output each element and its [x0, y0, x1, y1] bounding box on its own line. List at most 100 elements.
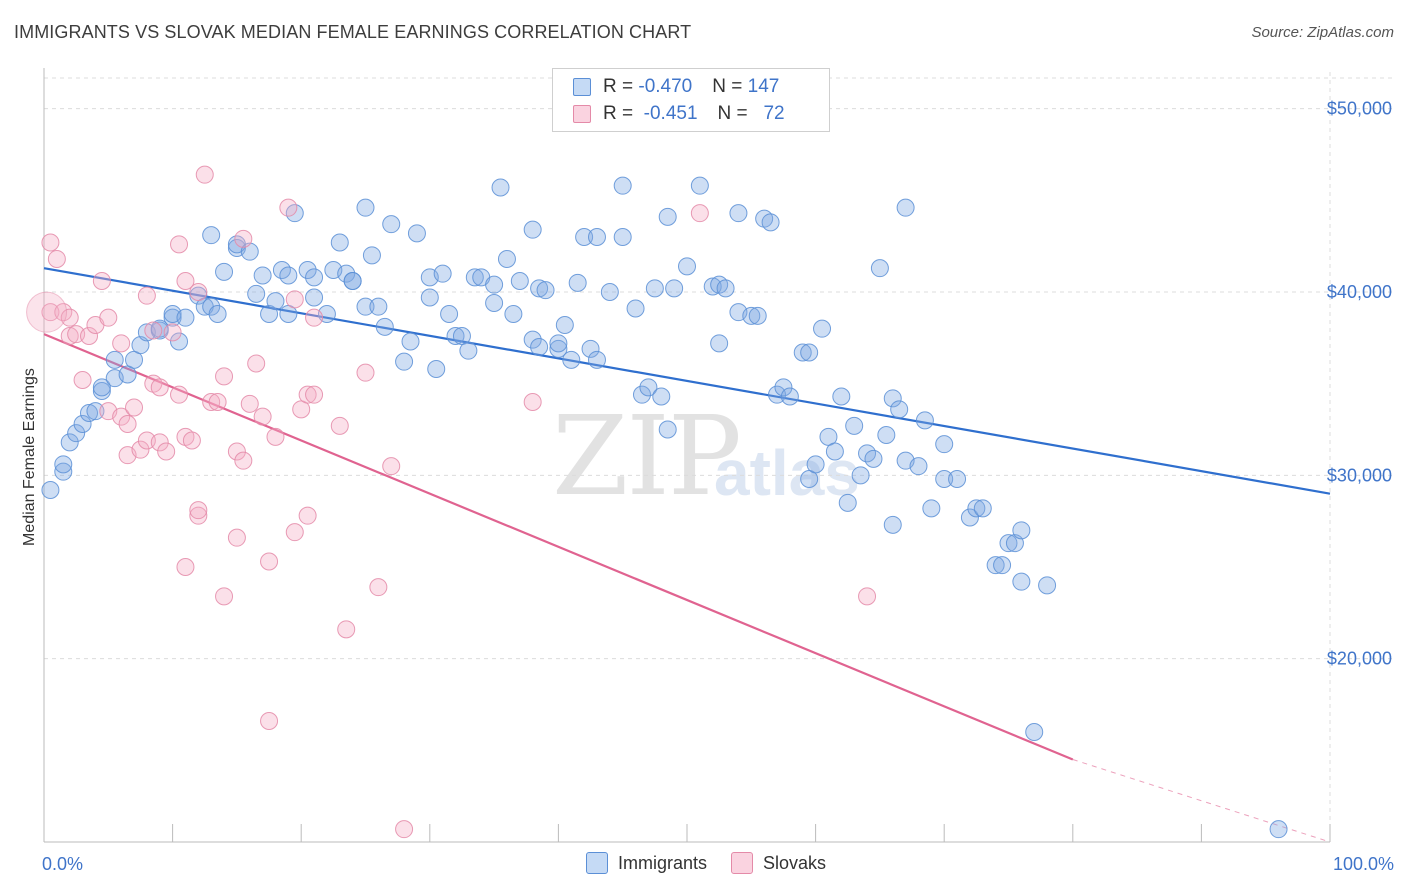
point-immigrants: [600, 283, 619, 301]
series-label-immigrants: Immigrants: [618, 852, 708, 873]
point-immigrants: [202, 297, 221, 316]
point-immigrants: [639, 378, 658, 397]
point-slovaks: [189, 501, 208, 520]
point-immigrants: [575, 228, 594, 246]
point-slovaks: [60, 327, 79, 345]
point-immigrants: [176, 308, 195, 327]
point-slovaks: [118, 415, 137, 433]
point-immigrants: [748, 306, 767, 325]
point-immigrants: [427, 360, 446, 378]
point-slovaks: [99, 308, 118, 327]
point-slovaks: [215, 587, 234, 606]
point-immigrants: [536, 281, 555, 300]
point-slovaks: [227, 442, 246, 461]
point-immigrants: [729, 204, 748, 223]
point-slovaks: [369, 578, 388, 597]
point-immigrants: [935, 470, 954, 488]
point-immigrants: [935, 435, 954, 454]
point-slovaks: [356, 363, 375, 382]
point-immigrants: [870, 259, 889, 278]
point-slovaks: [208, 393, 227, 411]
point-immigrants: [658, 207, 677, 226]
point-immigrants: [401, 332, 420, 351]
point-immigrants: [678, 257, 696, 276]
point-immigrants: [658, 420, 677, 439]
point-immigrants: [356, 297, 375, 316]
point-slovaks: [144, 321, 163, 340]
point-immigrants: [665, 279, 684, 298]
point-immigrants: [215, 262, 234, 281]
point-immigrants: [465, 268, 484, 287]
legend-row-slovaks: R = -0.451 N = 72: [573, 101, 785, 127]
point-immigrants: [305, 268, 324, 287]
trend-lines: [43, 267, 1331, 843]
point-immigrants: [305, 288, 324, 307]
point-slovaks: [523, 393, 542, 411]
point-immigrants: [742, 306, 761, 325]
point-slovaks: [305, 385, 324, 404]
point-immigrants: [613, 228, 632, 246]
point-immigrants: [838, 493, 857, 512]
point-immigrants: [922, 499, 941, 518]
series-legend: Immigrants Slovaks: [586, 852, 850, 874]
y-tick-label: $40,000: [1327, 282, 1392, 302]
point-slovaks: [253, 407, 272, 426]
point-slovaks: [690, 204, 709, 223]
point-immigrants: [864, 449, 883, 468]
point-immigrants: [825, 442, 844, 461]
point-immigrants: [967, 499, 986, 518]
point-immigrants: [253, 266, 272, 285]
point-immigrants: [845, 416, 864, 435]
point-slovaks: [131, 440, 150, 459]
point-slovaks: [80, 327, 99, 345]
point-immigrants: [105, 350, 124, 369]
x-tick-label-max: 100.0%: [1333, 854, 1394, 874]
point-slovaks: [182, 431, 201, 450]
series-legend-immigrants[interactable]: Immigrants: [586, 852, 707, 874]
point-immigrants: [909, 457, 928, 476]
point-slovaks: [137, 286, 156, 305]
point-immigrants: [356, 198, 375, 217]
point-immigrants: [568, 273, 587, 292]
point-immigrants: [375, 317, 394, 336]
y-tick-label: $20,000: [1327, 649, 1392, 669]
point-immigrants: [433, 264, 452, 283]
legend-r-label: R =: [603, 76, 639, 97]
point-immigrants: [170, 332, 189, 351]
point-immigrants: [1025, 723, 1044, 741]
point-immigrants: [626, 299, 645, 318]
data-points: [26, 165, 1288, 839]
legend-swatch-slovaks: [573, 105, 591, 123]
point-immigrants: [279, 266, 298, 285]
point-immigrants: [382, 215, 401, 234]
point-immigrants: [1012, 521, 1031, 540]
legend-row-immigrants: R = -0.470 N = 147: [573, 74, 779, 100]
point-immigrants: [530, 279, 549, 298]
point-slovaks: [858, 587, 877, 606]
point-slovaks: [395, 820, 414, 839]
point-immigrants: [915, 411, 934, 430]
x-tick-label-min: 0.0%: [42, 854, 83, 874]
point-slovaks: [215, 367, 234, 386]
point-immigrants: [485, 294, 504, 312]
point-immigrants: [549, 334, 568, 353]
point-immigrants: [459, 341, 478, 360]
point-immigrants: [774, 378, 793, 397]
point-immigrants: [896, 198, 915, 217]
point-immigrants: [986, 556, 1005, 575]
point-immigrants: [440, 305, 459, 323]
legend-r-label: R =: [603, 103, 639, 124]
trend-line-slovaks: [43, 333, 1074, 761]
point-immigrants: [266, 292, 285, 311]
point-immigrants: [851, 466, 870, 485]
series-legend-slovaks[interactable]: Slovaks: [731, 852, 826, 874]
series-swatch-immigrants: [586, 852, 608, 874]
point-immigrants: [510, 272, 529, 290]
trend-line-immigrants: [43, 267, 1331, 495]
point-immigrants: [202, 226, 221, 245]
y-axis-title: Median Female Earnings: [21, 368, 38, 546]
point-immigrants: [60, 433, 79, 452]
point-slovaks: [47, 250, 66, 268]
point-immigrants: [420, 288, 439, 307]
point-immigrants: [54, 455, 73, 474]
